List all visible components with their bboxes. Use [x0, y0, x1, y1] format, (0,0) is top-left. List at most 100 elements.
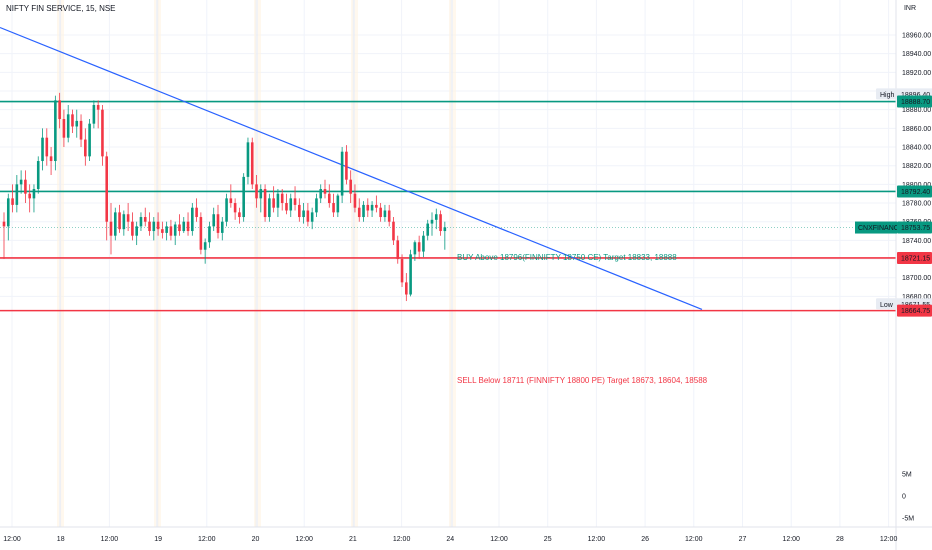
candle-body [426, 223, 430, 236]
candle-body [357, 207, 361, 218]
x-tick-label: 12:00 [198, 536, 216, 543]
candle [28, 184, 31, 213]
candle [336, 193, 340, 218]
x-tick-label: 25 [544, 536, 552, 543]
candle [156, 212, 160, 236]
trendline[interactable] [0, 26, 703, 311]
candle-body [272, 198, 275, 208]
candle [246, 137, 250, 185]
buy-level-tag-text: 18792.40 [901, 189, 930, 196]
candle-body [66, 114, 70, 138]
candle-body [413, 242, 417, 255]
candle-body [430, 219, 434, 224]
candle-body [2, 221, 6, 227]
candle-body [152, 221, 156, 232]
candle [392, 217, 395, 246]
candle-body [92, 105, 96, 124]
chart-grid [0, 0, 896, 527]
candle [430, 212, 434, 236]
candle-body [443, 227, 447, 232]
candle [298, 198, 301, 222]
candle-body [375, 204, 378, 208]
candle [434, 208, 438, 230]
candle-body [148, 221, 151, 232]
candle [109, 203, 113, 255]
x-tick-label: 12:00 [393, 536, 411, 543]
y-tick-label: 18700.00 [902, 275, 931, 282]
candle-body [340, 151, 344, 196]
candle [400, 254, 404, 288]
candle-body [285, 203, 288, 211]
candle [216, 204, 220, 239]
candle [191, 203, 194, 236]
candle-body [276, 193, 280, 208]
candle [131, 212, 134, 241]
candle [101, 105, 104, 166]
time-axis[interactable]: 12:00 18 12:00 19 12:00 20 12:00 21 12:00 24 12:00… [3, 536, 897, 543]
candle-body [434, 214, 438, 220]
candle [45, 128, 49, 166]
candle [66, 105, 70, 143]
candle-body [315, 198, 318, 213]
candle-body [302, 210, 305, 218]
candle-body [203, 242, 207, 250]
candle [11, 184, 14, 213]
session-markers [57, 0, 456, 527]
candle [366, 198, 370, 218]
candle-body [370, 204, 374, 211]
candle-body [75, 120, 79, 127]
candle-body [58, 100, 61, 120]
x-tick-label: 24 [446, 536, 454, 543]
candle-body [332, 203, 335, 213]
candle-body [220, 221, 224, 233]
candle [6, 193, 10, 241]
candle-body [19, 179, 23, 185]
candle [178, 214, 181, 236]
x-tick-label: 12:00 [782, 536, 800, 543]
x-tick-label: 20 [252, 536, 260, 543]
horizontal-levels [0, 100, 896, 312]
candle [118, 204, 121, 233]
candle [332, 193, 335, 218]
candle [426, 219, 430, 241]
candle [54, 95, 57, 171]
candle-body [109, 221, 113, 236]
candle [135, 221, 138, 246]
candle-body [88, 123, 91, 157]
candle-body [246, 142, 250, 177]
candle [259, 184, 263, 213]
candle [409, 249, 412, 297]
candle [92, 100, 96, 129]
candle [84, 128, 87, 166]
candle [15, 175, 19, 213]
candle-body [161, 229, 164, 233]
candle [242, 173, 245, 222]
candle-body [233, 203, 237, 213]
x-tick-label: 12:00 [295, 536, 313, 543]
candle [250, 137, 254, 190]
candle-body [417, 242, 421, 252]
candle [268, 193, 271, 222]
x-tick-label: 19 [154, 536, 162, 543]
candle-body [353, 193, 357, 208]
candle [319, 184, 323, 204]
candle-body [422, 235, 425, 252]
y-tick-label: 18680.00 [902, 294, 931, 301]
volume-tick-label: -5M [902, 516, 914, 523]
candle-body [54, 100, 57, 162]
sell-level-tag-text: 18721.15 [901, 255, 930, 262]
candle [349, 170, 352, 204]
candle [310, 207, 314, 230]
high-tag-value: 18896.40 [901, 92, 930, 99]
low-tag-text: Low [880, 302, 894, 309]
candle [306, 203, 310, 227]
candle-body [306, 210, 310, 222]
candle [280, 189, 284, 211]
x-tick-label: 18 [57, 536, 65, 543]
candle [152, 217, 156, 241]
candle-body [195, 207, 198, 218]
candle-body [208, 226, 211, 243]
sell-level-tag [897, 251, 932, 264]
candle [353, 184, 357, 213]
